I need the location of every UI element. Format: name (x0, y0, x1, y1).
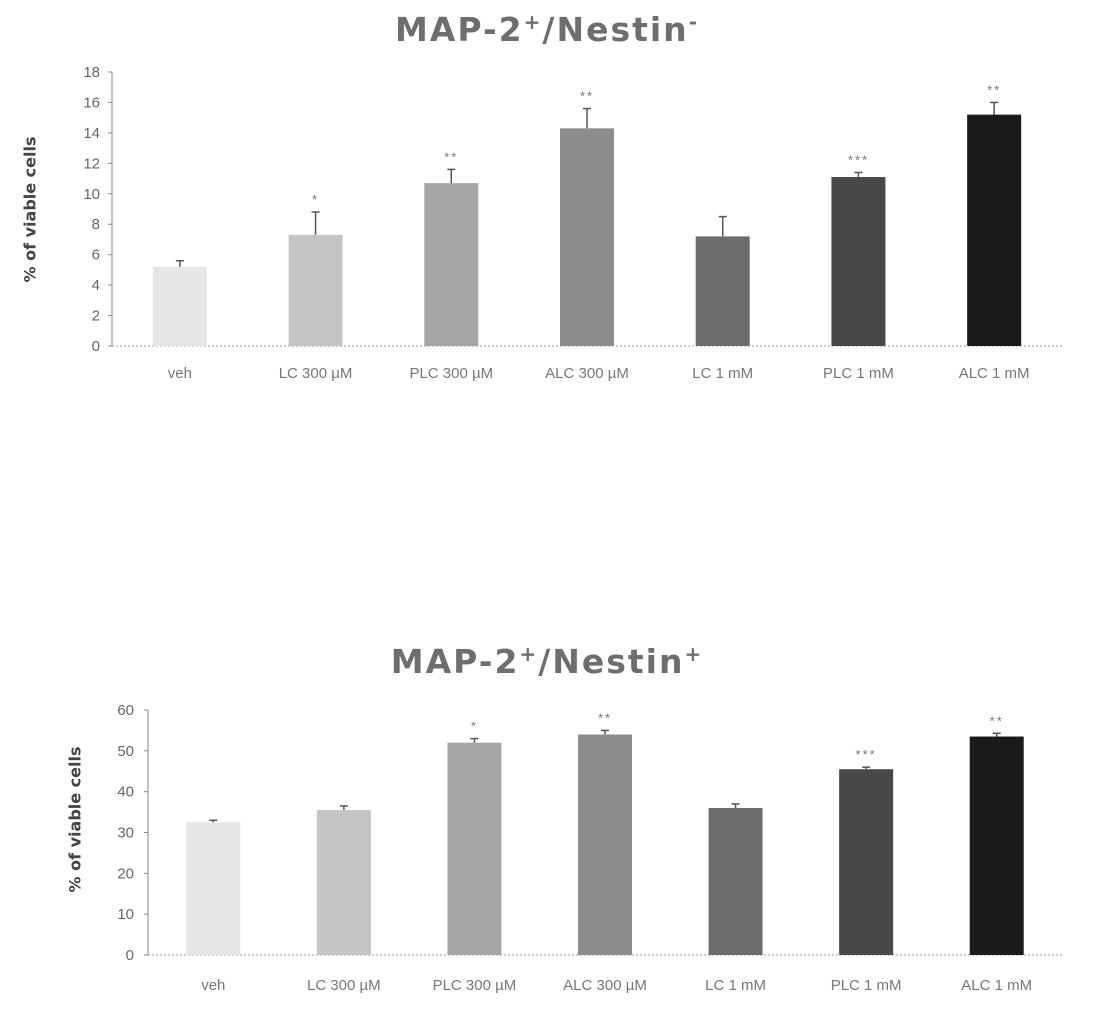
y-tick-label: 0 (126, 947, 134, 964)
x-tick-label: ALC 1 mM (959, 365, 1030, 382)
y-tick-label: 10 (117, 906, 134, 923)
bar (578, 735, 632, 956)
x-tick-label: veh (201, 977, 225, 994)
y-tick-label: 60 (117, 702, 134, 719)
significance-label: * (471, 719, 478, 734)
x-tick-label: PLC 1 mM (823, 365, 894, 382)
significance-label: ** (598, 710, 612, 725)
y-tick-label: 40 (117, 784, 134, 801)
x-tick-label: LC 300 µM (307, 977, 381, 994)
x-tick-label: PLC 300 µM (433, 977, 517, 994)
significance-label: ** (987, 82, 1001, 97)
y-tick-label: 6 (92, 247, 100, 264)
x-tick-label: PLC 300 µM (409, 365, 493, 382)
chart-plot-area: 0 10 20 30 40 50 60 veh LC 300 µM * PLC 300 µM ** AL… (0, 630, 1094, 1021)
bar (709, 808, 763, 955)
y-tick-label: 12 (83, 155, 100, 172)
bar (560, 128, 614, 346)
y-tick-label: 30 (117, 825, 134, 842)
x-tick-label: LC 1 mM (692, 365, 753, 382)
y-tick-label: 0 (92, 338, 100, 355)
x-tick-label: LC 300 µM (279, 365, 353, 382)
bar (317, 810, 371, 955)
x-tick-label: ALC 300 µM (545, 365, 629, 382)
y-tick-label: 14 (83, 125, 100, 142)
bar (696, 236, 750, 346)
x-tick-label: ALC 1 mM (961, 977, 1032, 994)
bar (967, 115, 1021, 346)
y-tick-label: 8 (92, 216, 100, 233)
y-tick-label: 50 (117, 743, 134, 760)
chart-plot-area: 0 2 4 6 8 10 12 14 16 18 veh * LC 300 µM ** PLC 300 µM… (0, 0, 1094, 420)
significance-label: ** (990, 713, 1004, 728)
y-tick-label: 10 (83, 186, 100, 203)
significance-label: * (312, 192, 319, 207)
y-tick-label: 4 (92, 277, 100, 294)
y-tick-label: 16 (83, 94, 100, 111)
significance-label: ** (580, 89, 594, 104)
chart-map2-nestin-neg: MAP-2+/Nestin- % of viable cells 0246810… (0, 0, 1094, 420)
bar (153, 267, 207, 346)
x-tick-label: LC 1 mM (705, 977, 766, 994)
y-tick-label: 18 (83, 64, 100, 81)
y-tick-label: 20 (117, 865, 134, 882)
significance-label: *** (856, 747, 877, 762)
bar (424, 183, 478, 346)
chart-map2-nestin-pos: MAP-2+/Nestin+ % of viable cells 0102030… (0, 630, 1094, 1021)
bar (970, 737, 1024, 955)
significance-label: ** (444, 149, 458, 164)
x-tick-label: veh (168, 365, 192, 382)
bar (839, 769, 893, 955)
significance-label: *** (848, 152, 869, 167)
x-tick-label: ALC 300 µM (563, 977, 647, 994)
bar (186, 822, 240, 955)
bar (831, 177, 885, 346)
x-tick-label: PLC 1 mM (831, 977, 902, 994)
y-tick-label: 2 (92, 308, 100, 325)
bar (289, 235, 343, 346)
bar (447, 743, 501, 955)
